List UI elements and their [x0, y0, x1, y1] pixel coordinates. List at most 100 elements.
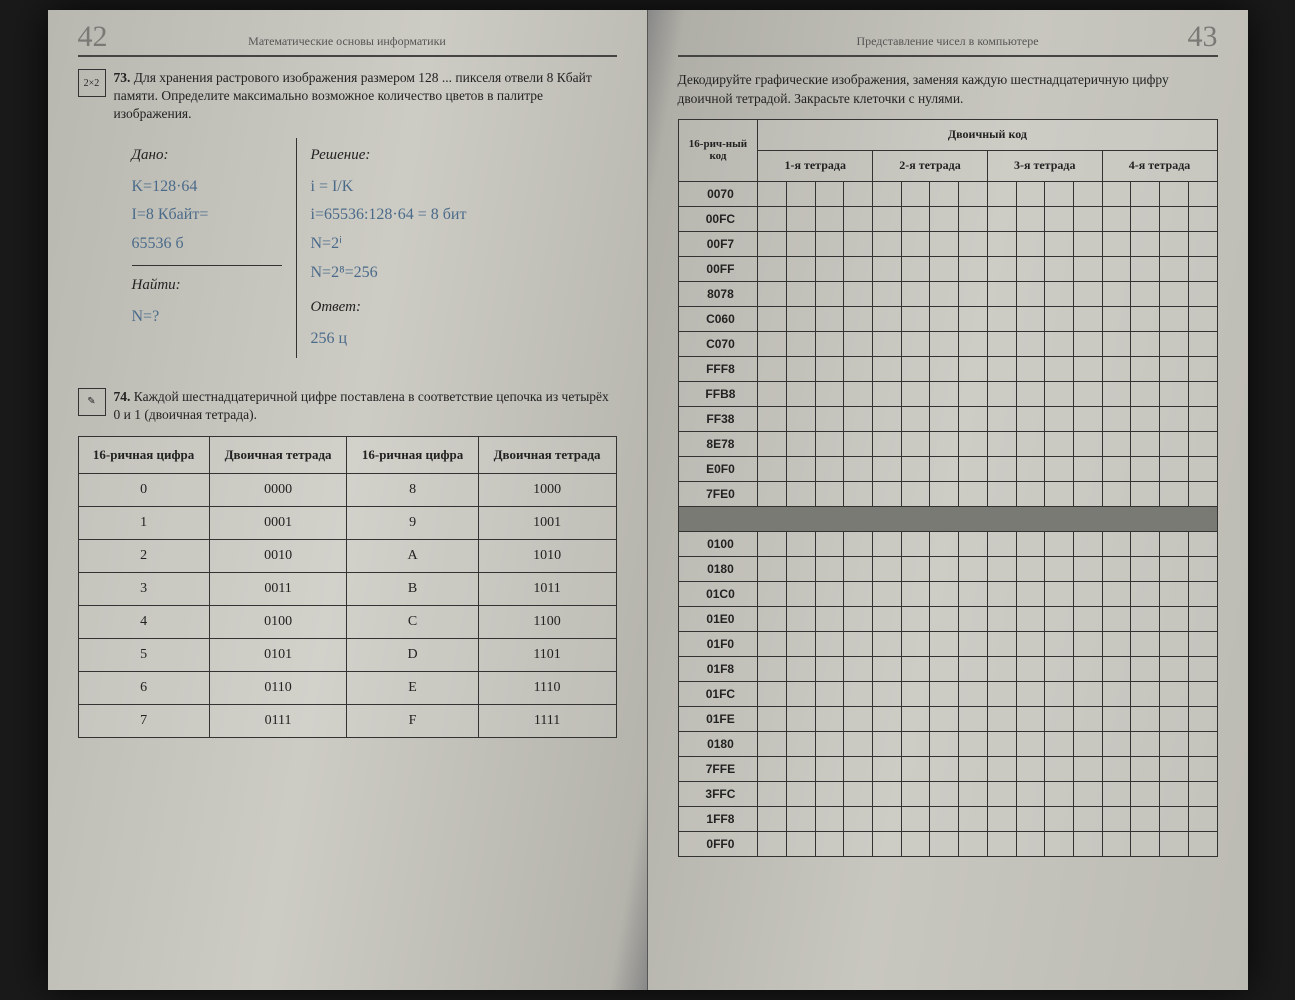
- hex-cell: 0001: [209, 507, 347, 540]
- decode-bit-cell: [815, 231, 844, 256]
- th-hexcode: 16-рич-ный код: [678, 119, 758, 181]
- hex-row: 20010A1010: [78, 540, 616, 573]
- decode-bit-cell: [959, 531, 988, 556]
- decode-bit-cell: [815, 181, 844, 206]
- decode-bit-cell: [1073, 256, 1102, 281]
- decode-row: 00FC: [678, 206, 1217, 231]
- decode-bit-cell: [758, 631, 787, 656]
- decode-bit-cell: [1188, 181, 1217, 206]
- decode-bit-cell: [758, 556, 787, 581]
- decode-bit-cell: [1016, 556, 1045, 581]
- decode-bit-cell: [1188, 281, 1217, 306]
- decode-bit-cell: [1073, 781, 1102, 806]
- hex-tetrad-table: 16-ричная цифра Двоичная тетрада 16-ричн…: [78, 436, 617, 738]
- decode-bit-cell: [787, 756, 816, 781]
- decode-bit-cell: [1102, 356, 1131, 381]
- decode-bit-cell: [1159, 381, 1188, 406]
- page-number-right: 43: [1188, 20, 1218, 54]
- decode-bit-cell: [1159, 806, 1188, 831]
- decode-bit-cell: [844, 206, 873, 231]
- decode-bit-cell: [987, 731, 1016, 756]
- decode-bit-cell: [844, 581, 873, 606]
- decode-bit-cell: [1131, 531, 1160, 556]
- decode-bit-cell: [1016, 331, 1045, 356]
- decode-bit-cell: [1045, 381, 1074, 406]
- decode-bit-cell: [930, 806, 959, 831]
- decode-bit-cell: [873, 456, 902, 481]
- decode-bit-cell: [959, 281, 988, 306]
- decode-bit-cell: [787, 831, 816, 856]
- decode-bit-cell: [758, 181, 787, 206]
- hex-cell: 1111: [478, 705, 616, 738]
- decode-bit-cell: [1131, 581, 1160, 606]
- sol-4: N=2⁸=256: [311, 259, 467, 288]
- decode-bit-cell: [1073, 806, 1102, 831]
- decode-bit-cell: [873, 781, 902, 806]
- decode-bit-cell: [930, 781, 959, 806]
- decode-bit-cell: [1188, 231, 1217, 256]
- decode-bit-cell: [1159, 331, 1188, 356]
- decode-bit-cell: [930, 456, 959, 481]
- decode-code-cell: 7FE0: [678, 481, 758, 506]
- decode-bit-cell: [1016, 531, 1045, 556]
- decode-bit-cell: [844, 231, 873, 256]
- decode-bit-cell: [1131, 681, 1160, 706]
- decode-bit-cell: [844, 381, 873, 406]
- decode-bit-cell: [901, 181, 930, 206]
- decode-row: 01F0: [678, 631, 1217, 656]
- decode-bit-cell: [844, 756, 873, 781]
- decode-bit-cell: [844, 456, 873, 481]
- decode-bit-cell: [987, 806, 1016, 831]
- decode-bit-cell: [873, 381, 902, 406]
- decode-bit-cell: [1016, 581, 1045, 606]
- decode-bit-cell: [1045, 231, 1074, 256]
- decode-bit-cell: [959, 706, 988, 731]
- answer-label: Ответ:: [311, 294, 467, 321]
- decode-bit-cell: [844, 731, 873, 756]
- decode-bit-cell: [844, 656, 873, 681]
- decode-bit-cell: [815, 381, 844, 406]
- decode-bit-cell: [1073, 631, 1102, 656]
- decode-bit-cell: [1188, 331, 1217, 356]
- decode-bit-cell: [1159, 781, 1188, 806]
- decode-bit-cell: [987, 306, 1016, 331]
- decode-bit-cell: [959, 231, 988, 256]
- decode-bit-cell: [959, 331, 988, 356]
- given-2: I=8 Кбайт=: [132, 201, 282, 230]
- decode-bit-cell: [987, 556, 1016, 581]
- decode-bit-cell: [1102, 231, 1131, 256]
- decode-bit-cell: [758, 756, 787, 781]
- decode-bit-cell: [1131, 706, 1160, 731]
- decode-bit-cell: [1073, 456, 1102, 481]
- decode-code-cell: E0F0: [678, 456, 758, 481]
- decode-bit-cell: [1045, 256, 1074, 281]
- decode-bit-cell: [1102, 631, 1131, 656]
- tetrad-header: 3-я тетрада: [987, 150, 1102, 181]
- decode-bit-cell: [987, 531, 1016, 556]
- decode-bit-cell: [1188, 556, 1217, 581]
- decode-bit-cell: [815, 356, 844, 381]
- decode-bit-cell: [987, 331, 1016, 356]
- decode-intro: Декодируйте графические изображения, зам…: [678, 71, 1218, 109]
- decode-bit-cell: [1045, 306, 1074, 331]
- decode-bit-cell: [930, 406, 959, 431]
- hex-cell: 0011: [209, 573, 347, 606]
- decode-code-cell: 0180: [678, 731, 758, 756]
- hex-th-1: Двоичная тетрада: [209, 437, 347, 474]
- decode-bit-cell: [987, 481, 1016, 506]
- hex-cell: 9: [347, 507, 478, 540]
- decode-bit-cell: [901, 456, 930, 481]
- decode-bit-cell: [1102, 306, 1131, 331]
- decode-bit-cell: [1016, 806, 1045, 831]
- decode-bit-cell: [815, 681, 844, 706]
- decode-row: FF38: [678, 406, 1217, 431]
- decode-bit-cell: [1131, 781, 1160, 806]
- decode-bit-cell: [1131, 306, 1160, 331]
- decode-bit-cell: [1131, 356, 1160, 381]
- given-3: 65536 б: [132, 230, 282, 259]
- hex-th-0: 16-ричная цифра: [78, 437, 209, 474]
- decode-bit-cell: [787, 181, 816, 206]
- decode-bit-cell: [815, 706, 844, 731]
- decode-bit-cell: [815, 431, 844, 456]
- decode-bit-cell: [758, 656, 787, 681]
